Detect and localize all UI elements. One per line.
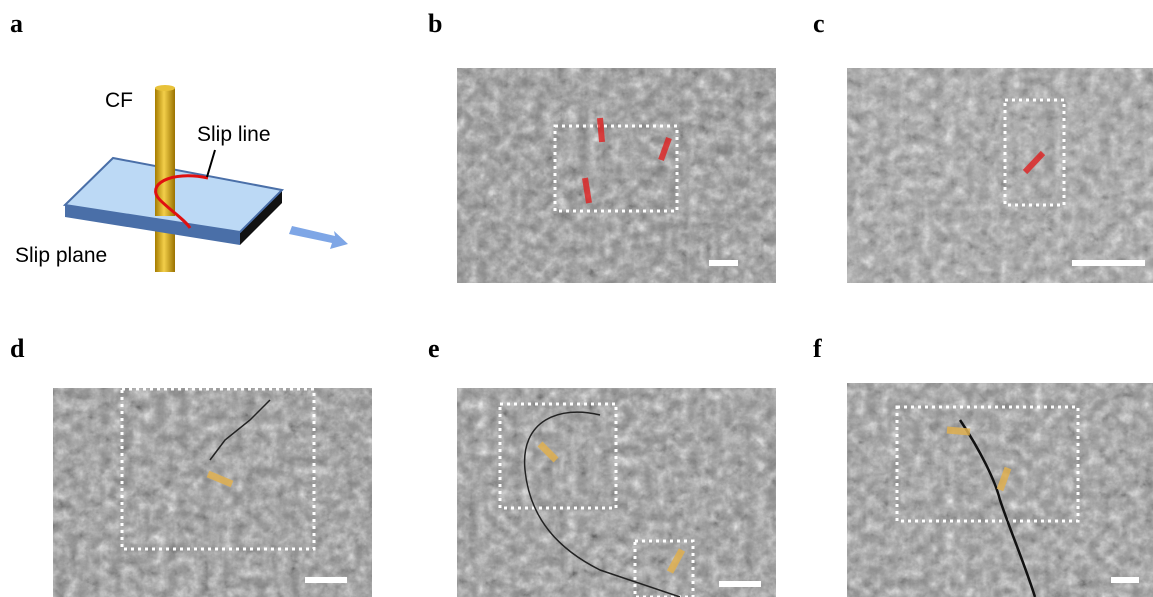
sem-image — [457, 388, 776, 597]
sem-image — [457, 68, 776, 283]
panel-label: b — [428, 9, 442, 38]
line-label: Slip line — [197, 123, 271, 146]
panel-label: c — [813, 9, 825, 38]
panel-label: a — [10, 9, 23, 38]
panel-label: f — [813, 334, 822, 363]
panel-label: d — [10, 334, 25, 363]
figure: a b c d e f CF Slip line Slip plane — [0, 0, 1153, 597]
sem-image — [53, 388, 372, 597]
sem-image — [847, 383, 1153, 597]
sem-image — [847, 68, 1153, 283]
rod-label: CF — [105, 89, 133, 112]
panel-label: e — [428, 334, 440, 363]
plane-label: Slip plane — [15, 244, 107, 267]
slip-diagram — [65, 85, 348, 272]
